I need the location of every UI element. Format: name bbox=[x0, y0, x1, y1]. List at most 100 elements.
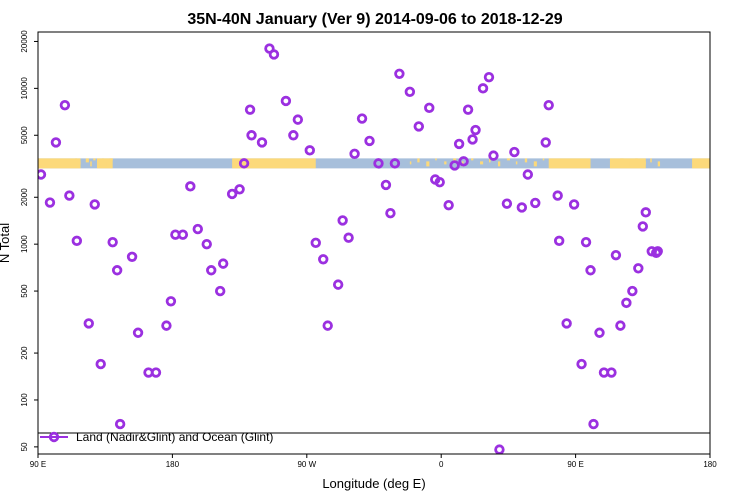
data-point bbox=[637, 221, 648, 232]
data-point bbox=[226, 188, 238, 200]
data-point bbox=[580, 236, 592, 248]
land-fragment bbox=[85, 158, 89, 163]
data-point bbox=[192, 223, 203, 235]
data-point bbox=[373, 158, 384, 169]
land-segment bbox=[548, 158, 591, 169]
data-point bbox=[165, 296, 177, 307]
data-point bbox=[318, 254, 329, 265]
chart-title: 35N-40N January (Ver 9) 2014-09-06 to 20… bbox=[187, 11, 562, 28]
data-point bbox=[89, 199, 100, 210]
land-fragment bbox=[542, 158, 545, 161]
x-tick-label: 90 W bbox=[297, 460, 316, 469]
y-tick-label: 100 bbox=[20, 393, 29, 407]
x-tick-label: 0 bbox=[439, 460, 444, 469]
data-point bbox=[522, 169, 534, 180]
data-point bbox=[234, 184, 245, 195]
data-point bbox=[488, 150, 499, 161]
data-point bbox=[594, 327, 605, 338]
land-fragment bbox=[650, 158, 652, 163]
land-fragment bbox=[409, 161, 412, 165]
data-point bbox=[185, 181, 196, 192]
data-point bbox=[150, 367, 162, 378]
y-tick-label: 200 bbox=[20, 346, 29, 360]
data-point bbox=[268, 49, 280, 60]
y-axis-title: N Total bbox=[0, 223, 12, 263]
land-fragment bbox=[642, 161, 646, 165]
y-axis: 50 100 200 500 1000 2000 5000 10000 20000 bbox=[20, 30, 38, 451]
data-point bbox=[509, 146, 520, 158]
data-point bbox=[246, 130, 257, 141]
data-point bbox=[633, 263, 644, 274]
land-fragment bbox=[497, 161, 501, 167]
land-fragment bbox=[90, 161, 92, 167]
data-point bbox=[132, 327, 144, 338]
data-point bbox=[385, 208, 396, 219]
land-fragment bbox=[488, 158, 491, 163]
data-point bbox=[177, 229, 189, 240]
data-point bbox=[64, 190, 75, 201]
data-point bbox=[553, 235, 565, 247]
data-point bbox=[107, 236, 118, 248]
data-point bbox=[337, 215, 348, 226]
data-point bbox=[530, 197, 541, 209]
data-point bbox=[443, 199, 454, 211]
data-point bbox=[462, 104, 474, 115]
data-point bbox=[610, 249, 622, 261]
data-point bbox=[217, 258, 229, 269]
land-fragment bbox=[480, 161, 484, 165]
data-point bbox=[44, 197, 56, 208]
y-tick-label: 500 bbox=[20, 284, 29, 298]
data-point bbox=[453, 138, 465, 150]
y-tick-label: 20000 bbox=[20, 30, 29, 53]
y-tick-label: 5000 bbox=[20, 126, 29, 144]
land-fragment bbox=[506, 158, 511, 161]
data-point bbox=[552, 190, 563, 201]
land-fragment bbox=[106, 161, 109, 167]
land-fragment bbox=[629, 161, 631, 167]
data-point bbox=[343, 232, 354, 243]
x-tick-label: 90 E bbox=[567, 460, 583, 469]
land-fragment bbox=[435, 158, 437, 161]
data-point bbox=[244, 104, 256, 115]
data-point bbox=[568, 199, 580, 210]
data-point bbox=[38, 169, 47, 180]
y-tick-label: 1000 bbox=[20, 235, 29, 253]
data-point bbox=[501, 198, 513, 209]
data-point bbox=[201, 238, 212, 250]
land-segment bbox=[38, 158, 81, 169]
data-point bbox=[394, 68, 405, 80]
x-tick-label: 90 E bbox=[30, 460, 46, 469]
data-point bbox=[627, 285, 638, 297]
legend-marker-sample bbox=[48, 431, 60, 443]
land-fragment bbox=[102, 158, 104, 163]
data-point bbox=[364, 135, 375, 147]
data-point bbox=[292, 114, 304, 125]
land-segment bbox=[96, 158, 113, 169]
land-fragment bbox=[620, 158, 624, 163]
data-point bbox=[161, 320, 172, 331]
land-fragment bbox=[635, 158, 638, 161]
data-point bbox=[585, 265, 596, 276]
data-point bbox=[59, 99, 71, 111]
data-point bbox=[111, 265, 123, 276]
y-tick-label: 2000 bbox=[20, 188, 29, 206]
data-point bbox=[576, 358, 587, 370]
data-point bbox=[332, 279, 344, 290]
data-point bbox=[114, 418, 126, 430]
data-point bbox=[50, 137, 62, 148]
data-point bbox=[606, 367, 617, 378]
data-point bbox=[561, 318, 572, 329]
land-fragment bbox=[657, 161, 661, 167]
data-point bbox=[434, 176, 445, 188]
x-tick-label: 180 bbox=[703, 460, 717, 469]
data-point bbox=[543, 99, 554, 111]
data-point bbox=[540, 137, 551, 148]
land-fragment bbox=[612, 161, 616, 165]
data-points bbox=[38, 43, 663, 454]
land-fragment bbox=[426, 161, 430, 167]
x-axis-title: Longitude (deg E) bbox=[322, 476, 425, 491]
land-fragment bbox=[109, 158, 113, 161]
land-fragment bbox=[93, 158, 96, 161]
data-point bbox=[280, 95, 292, 107]
data-point bbox=[470, 124, 481, 136]
